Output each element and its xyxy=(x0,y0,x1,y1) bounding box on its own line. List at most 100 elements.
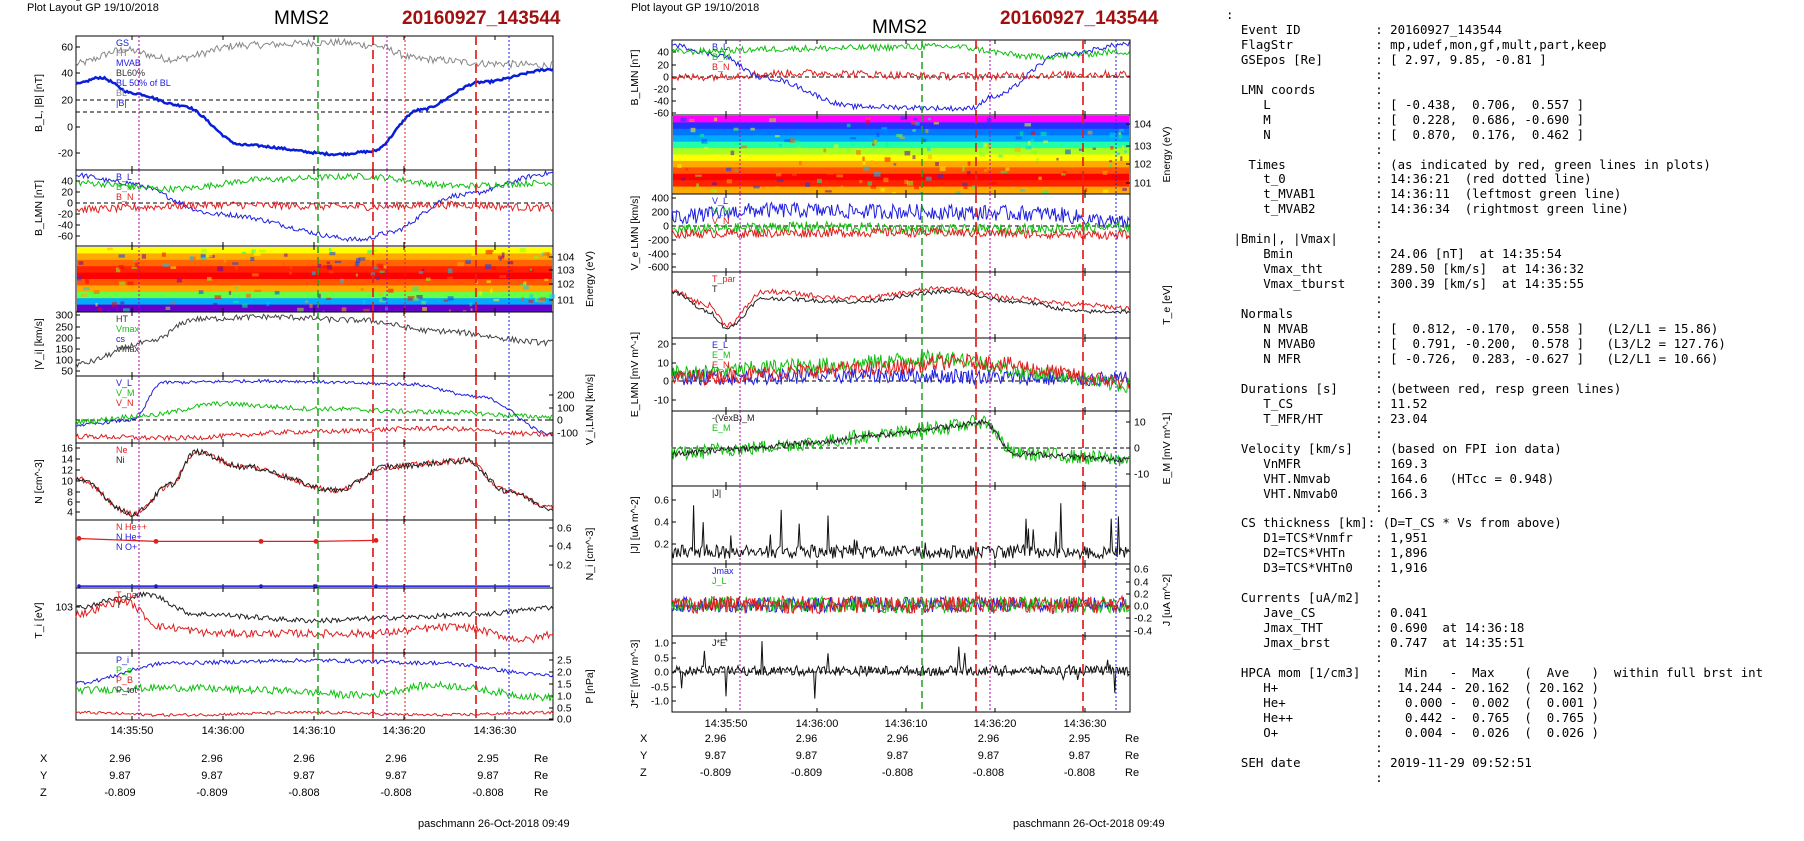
heatmap-cell xyxy=(784,139,791,143)
heatmap-cell xyxy=(541,252,545,257)
info-line: : xyxy=(1226,7,1234,22)
heatmap-cell xyxy=(873,171,881,177)
legend-entry: N He++ xyxy=(116,522,147,532)
heatmap-cell xyxy=(242,303,248,308)
heatmap-cell xyxy=(883,177,889,183)
heatmap-cell xyxy=(1062,171,1067,174)
ephemeris-value: 9.87 xyxy=(704,749,727,762)
y-axis-label: T_e [eV] xyxy=(1161,285,1173,325)
heatmap-cell xyxy=(322,264,328,268)
y-tick-label: -60 xyxy=(654,108,669,120)
heatmap-cell xyxy=(1118,134,1123,139)
left-footer: paschmann 26-Oct-2018 09:49 xyxy=(418,818,570,830)
n-he-plus-point xyxy=(76,536,82,541)
heatmap-band xyxy=(673,160,1129,168)
info-line: Velocity [km/s] : (based on FPI ion data… xyxy=(1226,440,1562,456)
heatmap-cell xyxy=(363,308,370,313)
y-tick-label: -60 xyxy=(58,231,73,243)
y-tick-label: 1.5 xyxy=(557,679,572,691)
heatmap-band xyxy=(77,253,552,261)
y-axis-label: E_LMN [mV m^-1] xyxy=(629,332,641,418)
heatmap-cell xyxy=(284,253,288,257)
y-tick-label: 0.6 xyxy=(654,495,669,507)
ephemeris-value: -0.808 xyxy=(288,786,320,799)
info-line: N MVAB : [ 0.812, -0.170, 0.558 ] (L2/L1… xyxy=(1226,321,1719,337)
ephemeris-value: 2.96 xyxy=(886,732,909,745)
heatmap-cell xyxy=(80,293,88,297)
legend-entry: Ne xyxy=(116,445,128,455)
heatmap-cell xyxy=(162,263,170,267)
y-axis-label: |J| [uA m^-2] xyxy=(629,496,641,554)
legend-entry: E_N xyxy=(712,360,730,370)
middle-ephemeris-table: X 2.96 2.96 2.96 2.96 2.95 Re Y 9.87 9.8… xyxy=(640,730,1165,781)
ephemeris-value: -0.808 xyxy=(881,766,914,779)
heatmap-cell xyxy=(681,177,685,181)
heatmap-cell xyxy=(998,154,1003,158)
heatmap-cell xyxy=(925,176,932,181)
y-tick-label: 103 xyxy=(55,602,73,614)
heatmap-cell xyxy=(794,140,800,143)
heatmap-cell xyxy=(479,291,482,296)
info-line: M : [ 0.228, 0.686, -0.690 ] xyxy=(1226,111,1585,127)
heatmap-cell xyxy=(370,272,376,276)
ephemeris-value: 9.87 xyxy=(795,749,818,762)
info-line: Durations [s] : (between red, resp green… xyxy=(1226,380,1622,396)
heatmap-cell xyxy=(499,256,502,261)
heatmap-cell xyxy=(912,155,916,160)
heatmap-cell xyxy=(384,306,388,311)
heatmap-cell xyxy=(447,276,453,279)
y-tick-label: 2.5 xyxy=(557,655,572,667)
heatmap-cell xyxy=(78,261,84,265)
v-magnitude-series xyxy=(75,313,554,368)
info-line: : xyxy=(1226,365,1383,381)
y-tick-label: 0.2 xyxy=(1134,589,1149,601)
y-tick-label: 200 xyxy=(55,333,73,345)
heatmap-cell xyxy=(862,156,865,162)
heatmap-cell xyxy=(544,278,549,282)
info-line: L : [ -0.438, 0.706, 0.557 ] xyxy=(1226,96,1585,112)
heatmap-cell xyxy=(507,261,514,265)
heatmap-cell xyxy=(753,185,760,189)
heatmap-cell xyxy=(933,122,939,125)
heatmap-cell xyxy=(448,309,451,313)
heatmap-cell xyxy=(695,174,702,177)
y-tick-label: 200 xyxy=(557,390,575,402)
y-tick-label: -20 xyxy=(654,84,669,96)
b-m-series xyxy=(671,42,1130,61)
heatmap-cell xyxy=(421,268,425,271)
time-tick-label: 14:36:10 xyxy=(293,725,336,737)
heatmap-cell xyxy=(235,266,238,270)
legend-entry: V_M xyxy=(116,388,135,398)
time-tick-label: 14:36:00 xyxy=(202,725,245,737)
j-magnitude-series xyxy=(671,503,1130,561)
heatmap-cell xyxy=(937,174,944,179)
y-tick-label: 0 xyxy=(557,415,563,427)
heatmap-cell xyxy=(523,284,529,290)
heatmap-cell xyxy=(1087,130,1093,135)
y-tick-label: -100 xyxy=(557,428,578,440)
heatmap-cell xyxy=(214,295,222,299)
heatmap-cell xyxy=(135,262,139,268)
ephemeris-unit: Re xyxy=(534,786,549,799)
legend-entry: Jmax xyxy=(712,566,734,576)
legend-entry: J*E' xyxy=(712,638,728,648)
v-l-series xyxy=(75,378,553,437)
info-line: N MVAB0 : [ 0.791, -0.200, 0.578 ] (L3/L… xyxy=(1226,335,1726,351)
heatmap-cell xyxy=(379,270,385,274)
y-tick-label: 16 xyxy=(61,443,73,455)
heatmap-cell xyxy=(83,286,90,291)
info-line: N MFR : [ -0.726, 0.283, -0.627 ] (L2/L1… xyxy=(1226,350,1719,366)
info-line: N : [ 0.870, 0.176, 0.462 ] xyxy=(1226,126,1585,142)
heatmap-cell xyxy=(703,141,709,145)
y-tick-label: -400 xyxy=(648,249,669,261)
legend-entry: J_L xyxy=(712,576,727,586)
heatmap-cell xyxy=(94,310,98,313)
y-axis-label: |V_i| [km/s] xyxy=(33,318,45,370)
left-ephemeris-row-y: Y 9.87 9.87 9.87 9.87 9.87 Re xyxy=(40,767,574,784)
heatmap-cell xyxy=(1065,149,1071,155)
legend-entry: T_par xyxy=(116,590,140,600)
t-par-series xyxy=(671,285,1130,329)
y-tick-label: -600 xyxy=(648,262,669,274)
heatmap-cell xyxy=(520,283,526,287)
